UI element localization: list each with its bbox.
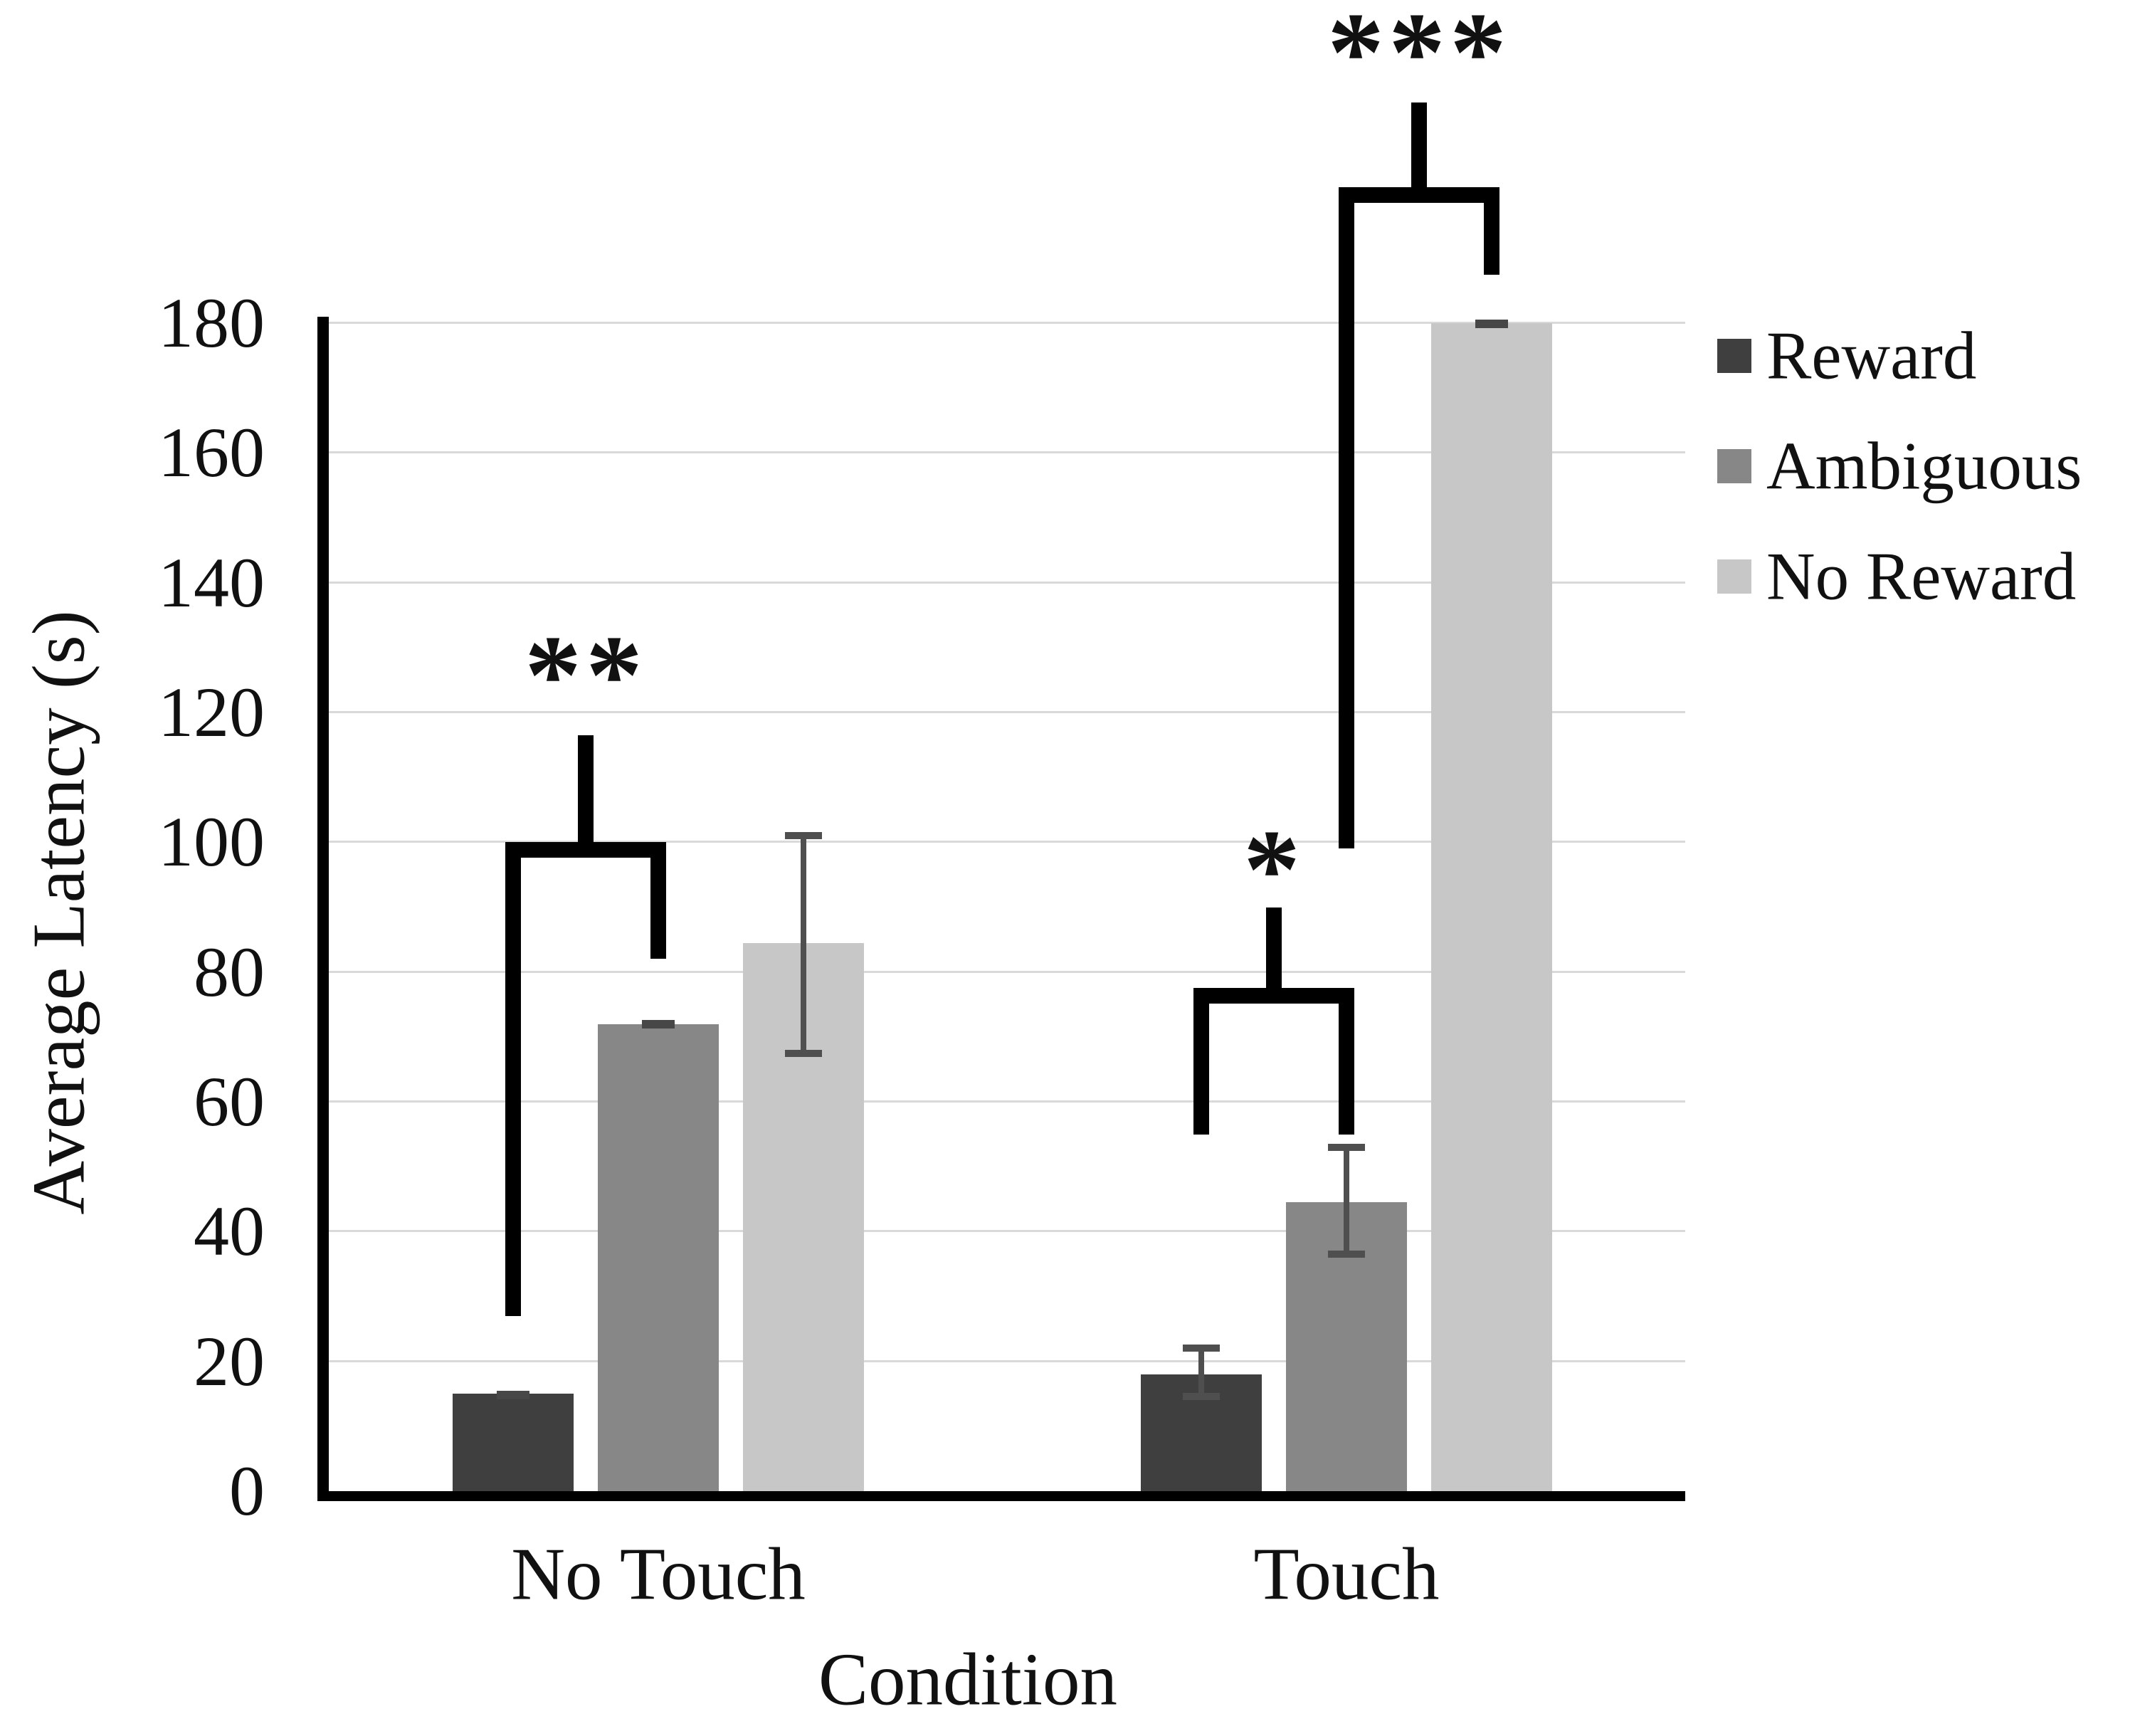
significance-bracket-leg xyxy=(505,842,521,1316)
error-bar xyxy=(1344,1147,1349,1255)
y-tick-label: 80 xyxy=(194,932,265,1011)
significance-label: *** xyxy=(1327,0,1511,115)
error-bar xyxy=(801,836,806,1053)
error-bar-cap xyxy=(785,832,822,840)
y-axis-line xyxy=(317,317,329,1501)
legend-swatch xyxy=(1717,559,1751,594)
y-tick-label: 100 xyxy=(158,802,265,882)
x-axis-title: Condition xyxy=(818,1637,1118,1721)
y-tick-label: 140 xyxy=(158,542,265,622)
legend-label: Ambiguous xyxy=(1766,428,2082,504)
gridline xyxy=(329,1100,1685,1103)
significance-bracket-stem xyxy=(1411,102,1427,203)
legend-label: Reward xyxy=(1766,317,1977,394)
significance-bracket-leg xyxy=(1339,186,1354,849)
y-tick-label: 120 xyxy=(158,673,265,752)
significance-bracket-leg xyxy=(1193,988,1209,1135)
error-bar xyxy=(497,1391,529,1400)
significance-bracket-stem xyxy=(578,735,594,858)
legend-swatch xyxy=(1717,339,1751,373)
gridline xyxy=(329,451,1685,454)
error-bar-cap xyxy=(1183,1392,1220,1400)
y-tick-label: 20 xyxy=(194,1321,265,1401)
error-bar-cap xyxy=(785,1049,822,1057)
error-bar-cap xyxy=(1183,1344,1220,1352)
error-bar xyxy=(1198,1347,1204,1396)
category-label: Touch xyxy=(1253,1532,1440,1616)
bar-no-touch-ambiguous xyxy=(598,1024,719,1491)
y-tick-label: 0 xyxy=(229,1451,265,1530)
significance-bracket-stem xyxy=(1266,907,1282,1004)
significance-bracket-leg xyxy=(1339,988,1354,1135)
category-label: No Touch xyxy=(511,1532,806,1616)
legend-label: No Reward xyxy=(1766,538,2077,614)
gridline xyxy=(329,581,1685,584)
gridline xyxy=(329,841,1685,843)
significance-label: * xyxy=(1243,806,1304,933)
gridline xyxy=(329,1230,1685,1233)
error-bar-cap xyxy=(1328,1143,1365,1151)
y-tick-label: 60 xyxy=(194,1062,265,1141)
gridline xyxy=(329,970,1685,973)
significance-bracket-leg xyxy=(1484,186,1499,275)
error-bar xyxy=(642,1020,675,1029)
error-bar xyxy=(1475,320,1508,329)
gridline xyxy=(329,1359,1685,1362)
bar-no-touch-reward xyxy=(453,1394,574,1491)
y-tick-label: 180 xyxy=(158,283,265,362)
significance-label: ** xyxy=(524,611,647,738)
significance-bracket-leg xyxy=(650,842,666,959)
y-tick-label: 40 xyxy=(194,1191,265,1271)
legend-swatch xyxy=(1717,449,1751,483)
y-tick-label: 160 xyxy=(158,413,265,493)
error-bar-cap xyxy=(1328,1251,1365,1258)
x-axis-line xyxy=(317,1491,1685,1501)
gridline xyxy=(329,711,1685,713)
bar-touch-no-reward xyxy=(1431,323,1552,1491)
gridline xyxy=(329,322,1685,324)
